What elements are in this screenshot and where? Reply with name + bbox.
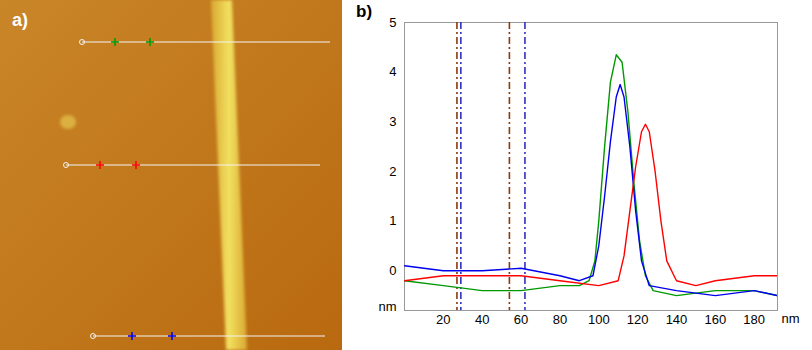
svg-text:60: 60	[514, 312, 528, 327]
svg-text:180: 180	[743, 312, 765, 327]
svg-text:0: 0	[389, 263, 396, 278]
svg-text:2: 2	[389, 164, 396, 179]
svg-text:160: 160	[704, 312, 726, 327]
html-text:b): b)	[356, 2, 372, 21]
svg-text:120: 120	[627, 312, 649, 327]
svg-text:3: 3	[389, 114, 396, 129]
svg-text:1: 1	[389, 213, 396, 228]
svg-text:4: 4	[389, 64, 396, 79]
svg-text:nm: nm	[378, 299, 396, 314]
svg-text:nm: nm	[782, 311, 800, 326]
svg-text:40: 40	[475, 312, 489, 327]
svg-text:80: 80	[553, 312, 567, 327]
svg-text:20: 20	[436, 312, 450, 327]
svg-text:a): a)	[12, 10, 28, 30]
svg-text:140: 140	[666, 312, 688, 327]
svg-text:5: 5	[389, 15, 396, 30]
svg-text:100: 100	[588, 312, 610, 327]
